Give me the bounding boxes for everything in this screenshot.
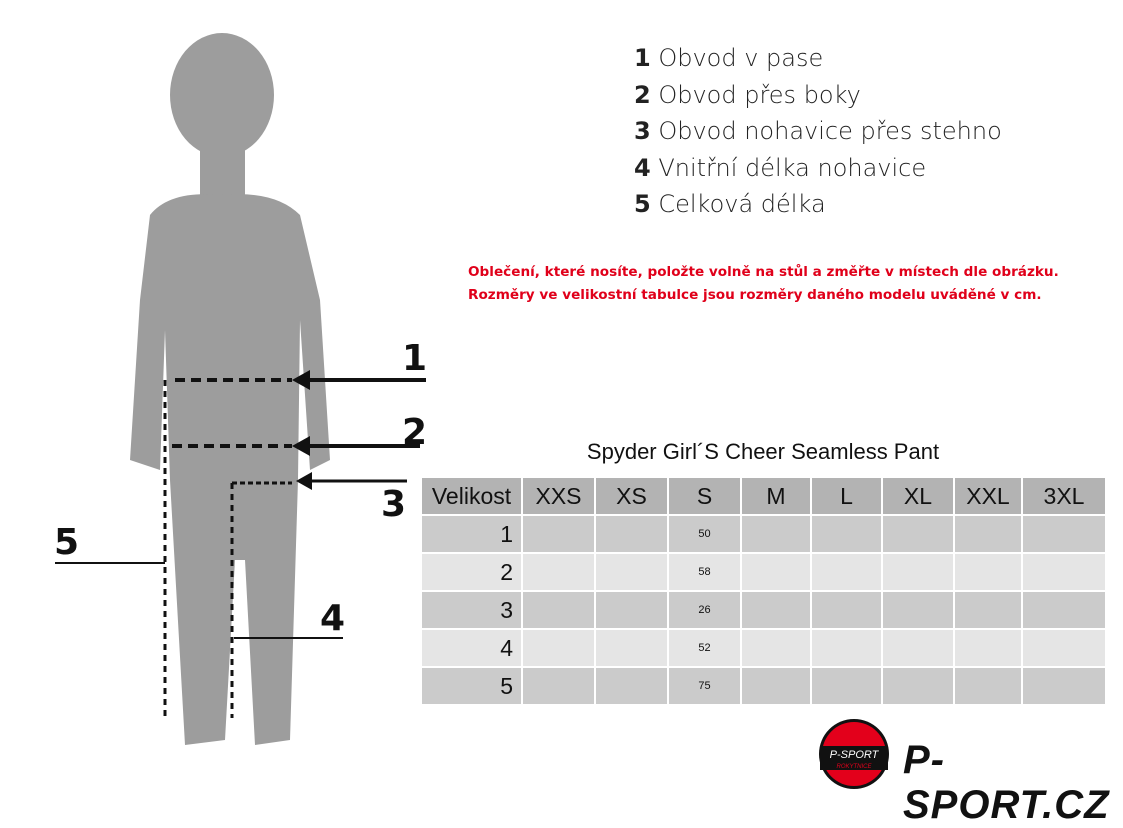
figure-label-2: 2 [402, 412, 428, 453]
instruction-note: Oblečení, které nosíte, položte volně na… [468, 264, 1059, 303]
table-cell: 52 [669, 630, 740, 666]
table-cell [812, 630, 881, 666]
table-cell [596, 668, 667, 704]
table-cell [1023, 630, 1105, 666]
table-cell [883, 554, 953, 590]
svg-text:ROKYTNICE: ROKYTNICE [836, 764, 872, 770]
table-cell: 75 [669, 668, 740, 704]
table-cell: 58 [669, 554, 740, 590]
table-cell [812, 668, 881, 704]
measurement-legend: 1 Obvod v pase 2 Obvod přes boky 3 Obvod… [634, 40, 1002, 223]
table-row: 1 50 [422, 516, 1105, 552]
table-title: Spyder Girl´S Cheer Seamless Pant [586, 439, 940, 464]
table-cell [742, 554, 810, 590]
table-cell: 50 [669, 516, 740, 552]
table-cell [883, 668, 953, 704]
table-cell [742, 668, 810, 704]
row-label: 3 [422, 592, 521, 628]
table-cell [1023, 668, 1105, 704]
table-cell [523, 554, 594, 590]
table-cell [883, 592, 953, 628]
table-cell [883, 630, 953, 666]
table-row: 4 52 [422, 630, 1105, 666]
row-label: 4 [422, 630, 521, 666]
figure-label-3: 3 [381, 484, 407, 525]
svg-text:P-SPORT: P-SPORT [830, 749, 880, 761]
table-cell [1023, 592, 1105, 628]
legend-item: 2 Obvod přes boky [634, 80, 861, 109]
table-cell [523, 592, 594, 628]
table-cell [596, 630, 667, 666]
table-cell [596, 592, 667, 628]
figure-label-1: 1 [402, 338, 428, 379]
legend-item: 3 Obvod nohavice přes stehno [634, 117, 1002, 145]
row-label: 2 [422, 554, 521, 590]
legend-item: 4 Vnitřní délka nohavice [634, 153, 927, 182]
table-cell [596, 554, 667, 590]
table-cell [955, 630, 1021, 666]
silhouette [130, 33, 330, 745]
header-row: Velikost XXS XS S M L XL XXL 3XL [422, 478, 1105, 514]
table-cell [955, 516, 1021, 552]
table-cell [523, 668, 594, 704]
measure-lines [55, 378, 426, 720]
table-cell [742, 592, 810, 628]
table-cell [812, 592, 881, 628]
table-row: 3 26 [422, 592, 1105, 628]
table-cell [812, 516, 881, 552]
legend-item: 5 Celková délka [634, 190, 826, 218]
child-silhouette-figure [55, 33, 426, 745]
figure-label-4: 4 [320, 598, 346, 639]
table-cell [523, 516, 594, 552]
table-cell [955, 668, 1021, 704]
table-cell [1023, 554, 1105, 590]
table-row: 2 58 [422, 554, 1105, 590]
table-cell: 26 [669, 592, 740, 628]
table-cell [883, 516, 953, 552]
table-cell [1023, 516, 1105, 552]
table-row: 5 75 [422, 668, 1105, 704]
table-cell [812, 554, 881, 590]
table-cell [742, 630, 810, 666]
size-table: Velikost XXS XS S M L XL XXL 3XL 1 50 2 58 3… [420, 476, 1107, 706]
table-cell [955, 592, 1021, 628]
arrow-heads [292, 370, 312, 490]
figure-label-5: 5 [54, 522, 80, 563]
row-label: 1 [422, 516, 521, 552]
p-sport-logo-badge: P-SPORT ROKYTNICE [819, 719, 889, 789]
p-sport-brand-text: P-SPORT.CZ [903, 738, 1110, 827]
table-cell [742, 516, 810, 552]
legend-item: 1 Obvod v pase [634, 44, 824, 72]
table-cell [955, 554, 1021, 590]
row-label: 5 [422, 668, 521, 704]
table-cell [596, 516, 667, 552]
table-cell [523, 630, 594, 666]
